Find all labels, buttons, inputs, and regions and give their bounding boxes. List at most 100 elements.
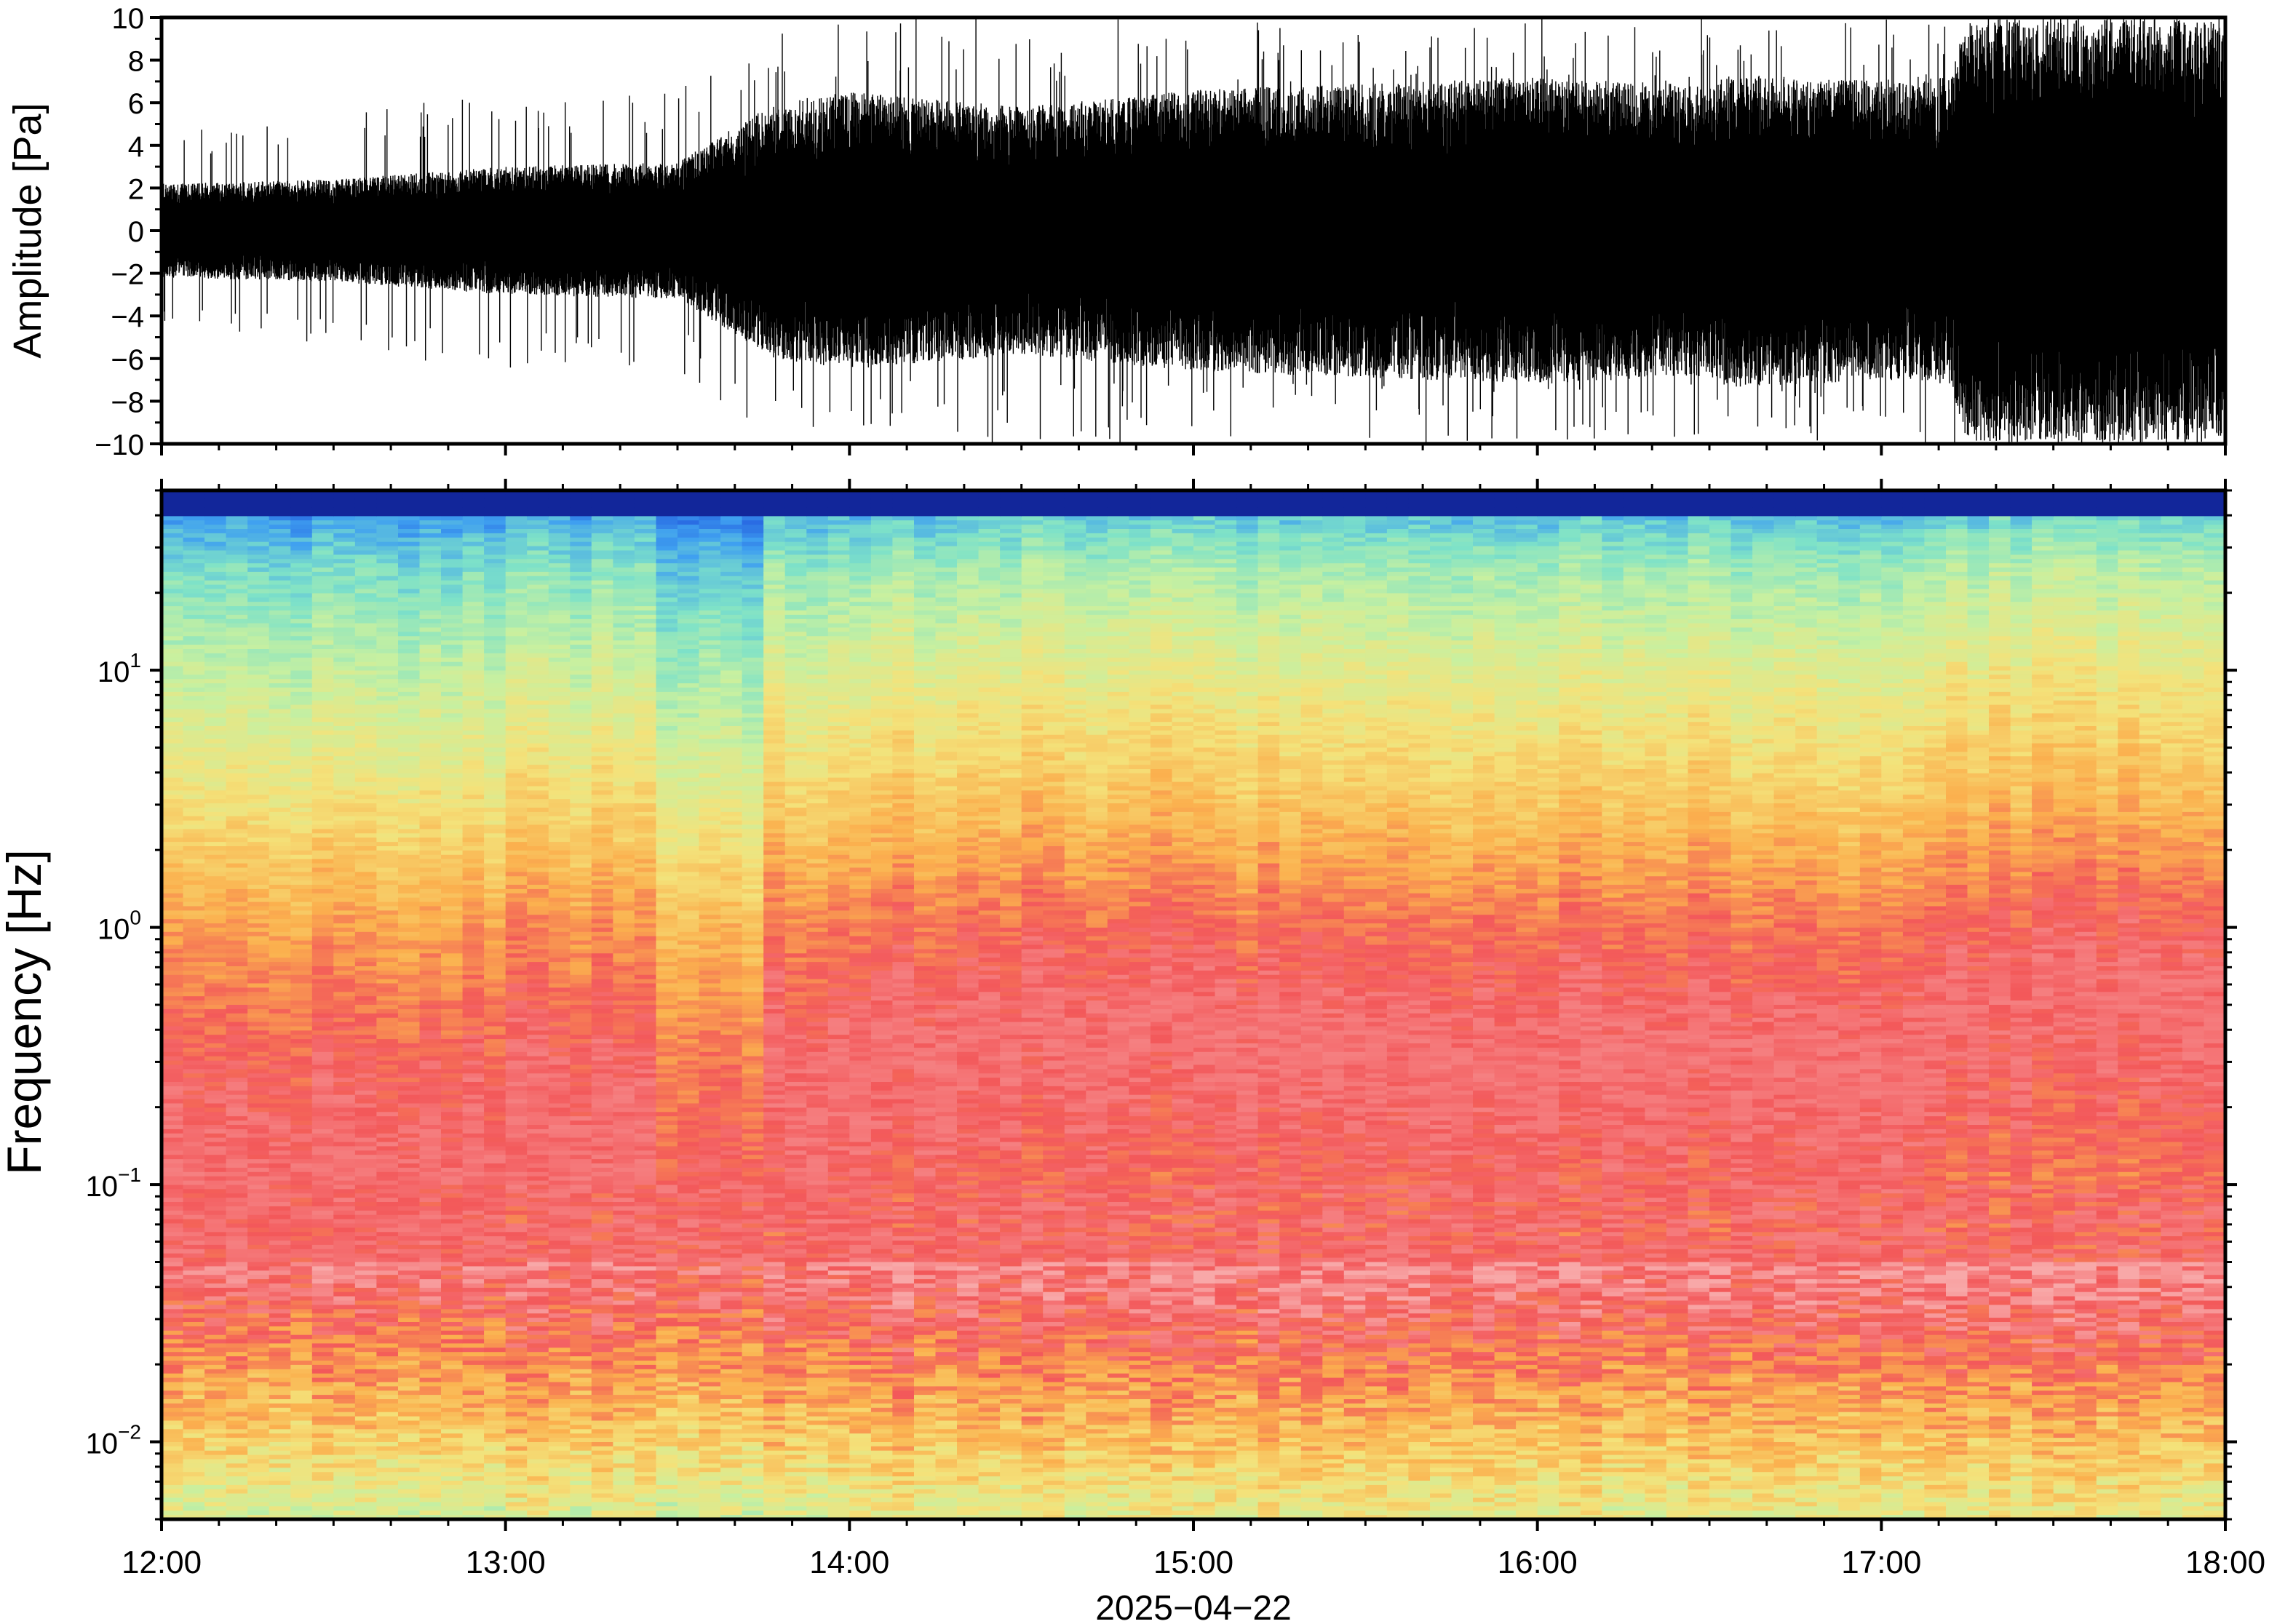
spectrogram-cell <box>419 645 442 650</box>
spectrogram-cell <box>505 1189 528 1194</box>
spectrogram-cell <box>226 1266 248 1272</box>
spectrogram-cell <box>376 979 399 984</box>
spectrogram-cell <box>162 824 184 830</box>
spectrogram-cell <box>183 1489 205 1494</box>
spectrogram-cell <box>247 1309 270 1314</box>
spectrogram-cell <box>183 1395 205 1400</box>
spectrogram-cell <box>311 1202 335 1207</box>
spectrogram-cell <box>290 1309 313 1314</box>
spectrogram-cell <box>548 1369 571 1374</box>
spectrogram-cell <box>462 1450 485 1456</box>
spectrogram-cell <box>333 1386 356 1392</box>
spectrogram-cell <box>269 1253 291 1259</box>
spectrogram-cell <box>354 1017 378 1023</box>
spectrogram-cell <box>311 1309 335 1314</box>
spectrogram-cell <box>570 1476 592 1481</box>
spectrogram-cell <box>398 1086 421 1091</box>
spectrogram-cell <box>183 1356 205 1361</box>
spectrogram-cell <box>441 1497 464 1503</box>
spectrogram-cell <box>247 661 270 667</box>
spectrogram-cell <box>290 983 313 989</box>
spectrogram-cell <box>269 1382 291 1388</box>
spectrogram-cell <box>333 1326 356 1332</box>
spectrogram-cell <box>354 1257 378 1263</box>
spectrogram-cell <box>162 1249 184 1254</box>
spectrogram-cell <box>333 1142 356 1147</box>
spectrogram-cell <box>419 1270 442 1275</box>
spectrogram-cell <box>505 529 528 534</box>
spectrogram-cell <box>376 1433 399 1438</box>
spectrogram-cell <box>570 756 592 761</box>
spectrogram-cell <box>333 1493 356 1499</box>
spectrogram-cell <box>376 1442 399 1447</box>
spectrogram-cell <box>162 1425 184 1430</box>
spectrogram-cell <box>398 1112 421 1117</box>
spectrogram-cell <box>527 691 549 697</box>
spectrogram-cell <box>548 1497 571 1503</box>
spectrogram-cell <box>419 1244 442 1250</box>
spectrogram-cell <box>226 958 248 963</box>
spectrogram-cell <box>269 1279 291 1284</box>
spectrogram-cell <box>484 910 506 916</box>
spectrogram-cell <box>419 717 442 723</box>
spectrogram-cell <box>290 1073 313 1078</box>
spectrogram-cell <box>311 1361 335 1366</box>
spectrogram-cell <box>419 1236 442 1241</box>
spectrogram-cell <box>162 666 184 672</box>
spectrogram-cell <box>290 576 313 581</box>
spectrogram-cell <box>162 752 184 757</box>
spectrogram-cell <box>570 1043 592 1048</box>
spectrogram-cell <box>162 1090 184 1096</box>
spectrogram-cell <box>333 1361 356 1366</box>
spectrogram-cell <box>376 824 399 830</box>
spectrogram-cell <box>441 1223 464 1229</box>
spectrogram-cell <box>269 1497 291 1503</box>
spectrogram-cell <box>441 777 464 783</box>
spectrogram-cell <box>462 1489 485 1494</box>
spectrogram-cell <box>183 1022 205 1027</box>
spectrogram-cell <box>462 760 485 765</box>
spectrogram-cell <box>441 931 464 937</box>
spectrogram-cell <box>548 1236 571 1241</box>
spectrogram-cell <box>419 983 442 989</box>
spectrogram-cell <box>441 1442 464 1447</box>
spectrogram-cell <box>376 739 399 744</box>
spectrogram-cell <box>548 1296 571 1302</box>
spectrogram-cell <box>398 661 421 667</box>
spectrogram-cell <box>505 824 528 830</box>
spectrogram-cell <box>505 563 528 568</box>
spectrogram-cell <box>376 674 399 680</box>
spectrogram-cell <box>591 979 614 984</box>
spectrogram-cell <box>462 691 485 697</box>
spectrogram-cell <box>419 1121 442 1126</box>
spectrogram-cell <box>570 850 592 856</box>
spectrogram-cell <box>247 503 270 509</box>
spectrogram-cell <box>333 872 356 877</box>
spectrogram-cell <box>484 490 506 495</box>
spectrogram-cell <box>570 1142 592 1147</box>
spectrogram-cell <box>354 808 378 813</box>
spectrogram-cell <box>376 1129 399 1134</box>
spectrogram-cell <box>441 1484 464 1490</box>
spectrogram-cell <box>548 1454 571 1460</box>
spectrogram-cell <box>162 1056 184 1062</box>
spectrogram-cell <box>311 850 335 856</box>
spectrogram-cell <box>269 1450 291 1456</box>
spectrogram-cell <box>398 1489 421 1494</box>
spectrogram-cell <box>376 940 399 946</box>
spectrogram-cell <box>398 1051 421 1057</box>
spectrogram-cell <box>354 1244 378 1250</box>
spectrogram-cell <box>183 1399 205 1404</box>
spectrogram-cell <box>527 1322 549 1327</box>
spectrogram-cell <box>398 597 421 602</box>
spectrogram-cell <box>548 709 571 715</box>
spectrogram-cell <box>333 1253 356 1259</box>
spectrogram-cell <box>570 1214 592 1220</box>
spectrogram-cell <box>591 683 614 688</box>
spectrogram-cell <box>204 1073 227 1078</box>
spectrogram-cell <box>354 576 378 581</box>
spectrogram-cell <box>441 554 464 560</box>
spectrogram-cell <box>484 803 506 808</box>
spectrogram-cell <box>247 1348 270 1353</box>
spectrogram-cell <box>527 880 549 885</box>
